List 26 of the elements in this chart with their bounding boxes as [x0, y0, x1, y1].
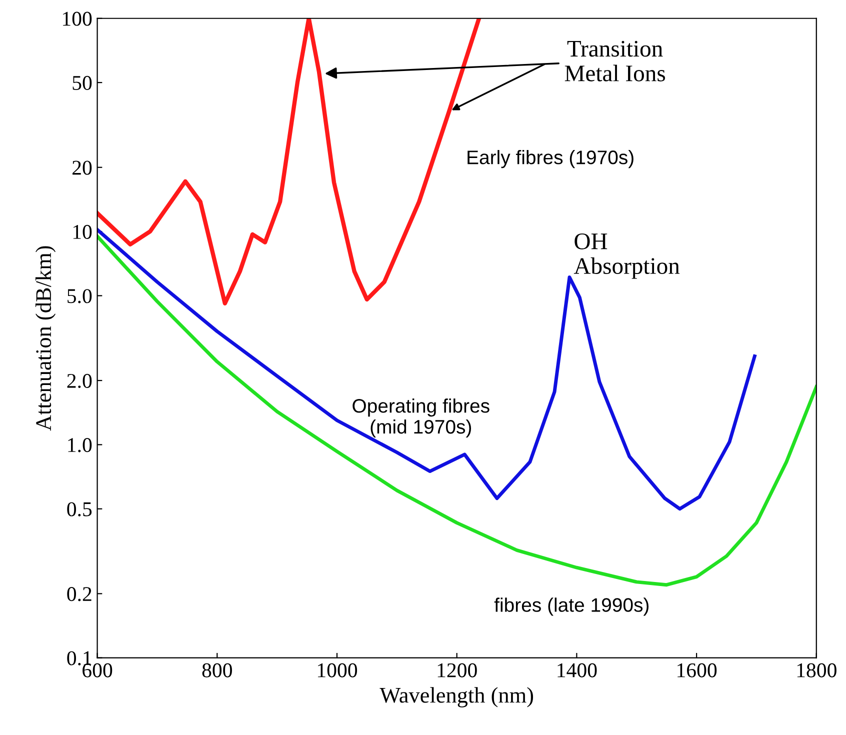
line-series	[97, 228, 756, 511]
x-tick-label: 1600	[678, 663, 717, 678]
series-label: Operating fibres (mid 1970s)	[352, 398, 490, 438]
series-label: fibres (late 1990s)	[494, 598, 649, 616]
y-tick-label: 0.5	[67, 502, 92, 516]
x-tick-label: 1400	[558, 663, 597, 678]
series-label: Early fibres (1970s)	[468, 150, 634, 168]
x-tick-label: 1800	[797, 663, 836, 678]
y-tick-label: 20	[72, 160, 92, 175]
x-tick-label: 1200	[438, 663, 477, 678]
y-tick-label: 1.0	[68, 438, 92, 452]
annotation: Transition Metal Ions	[564, 40, 666, 82]
x-axis-title: Wavelength (nm)	[380, 687, 534, 708]
x-tick-label: 600	[82, 663, 112, 678]
line-series	[97, 234, 816, 587]
y-tick-label: 0.1	[67, 651, 92, 666]
y-tick-label: 100	[63, 12, 92, 26]
x-tick-label: 1000	[318, 663, 358, 678]
y-tick-label: 10	[73, 224, 92, 239]
y-axis-title: Attenuation (dB/km)	[35, 246, 56, 431]
x-tick-label: 800	[202, 663, 232, 678]
y-tick-label: 5.0	[68, 289, 92, 304]
y-tick-label: 50	[72, 76, 92, 90]
y-tick-label: 0.2	[67, 587, 92, 602]
annotation: OH Absorption	[574, 233, 680, 279]
y-tick-label: 2.0	[67, 374, 92, 388]
